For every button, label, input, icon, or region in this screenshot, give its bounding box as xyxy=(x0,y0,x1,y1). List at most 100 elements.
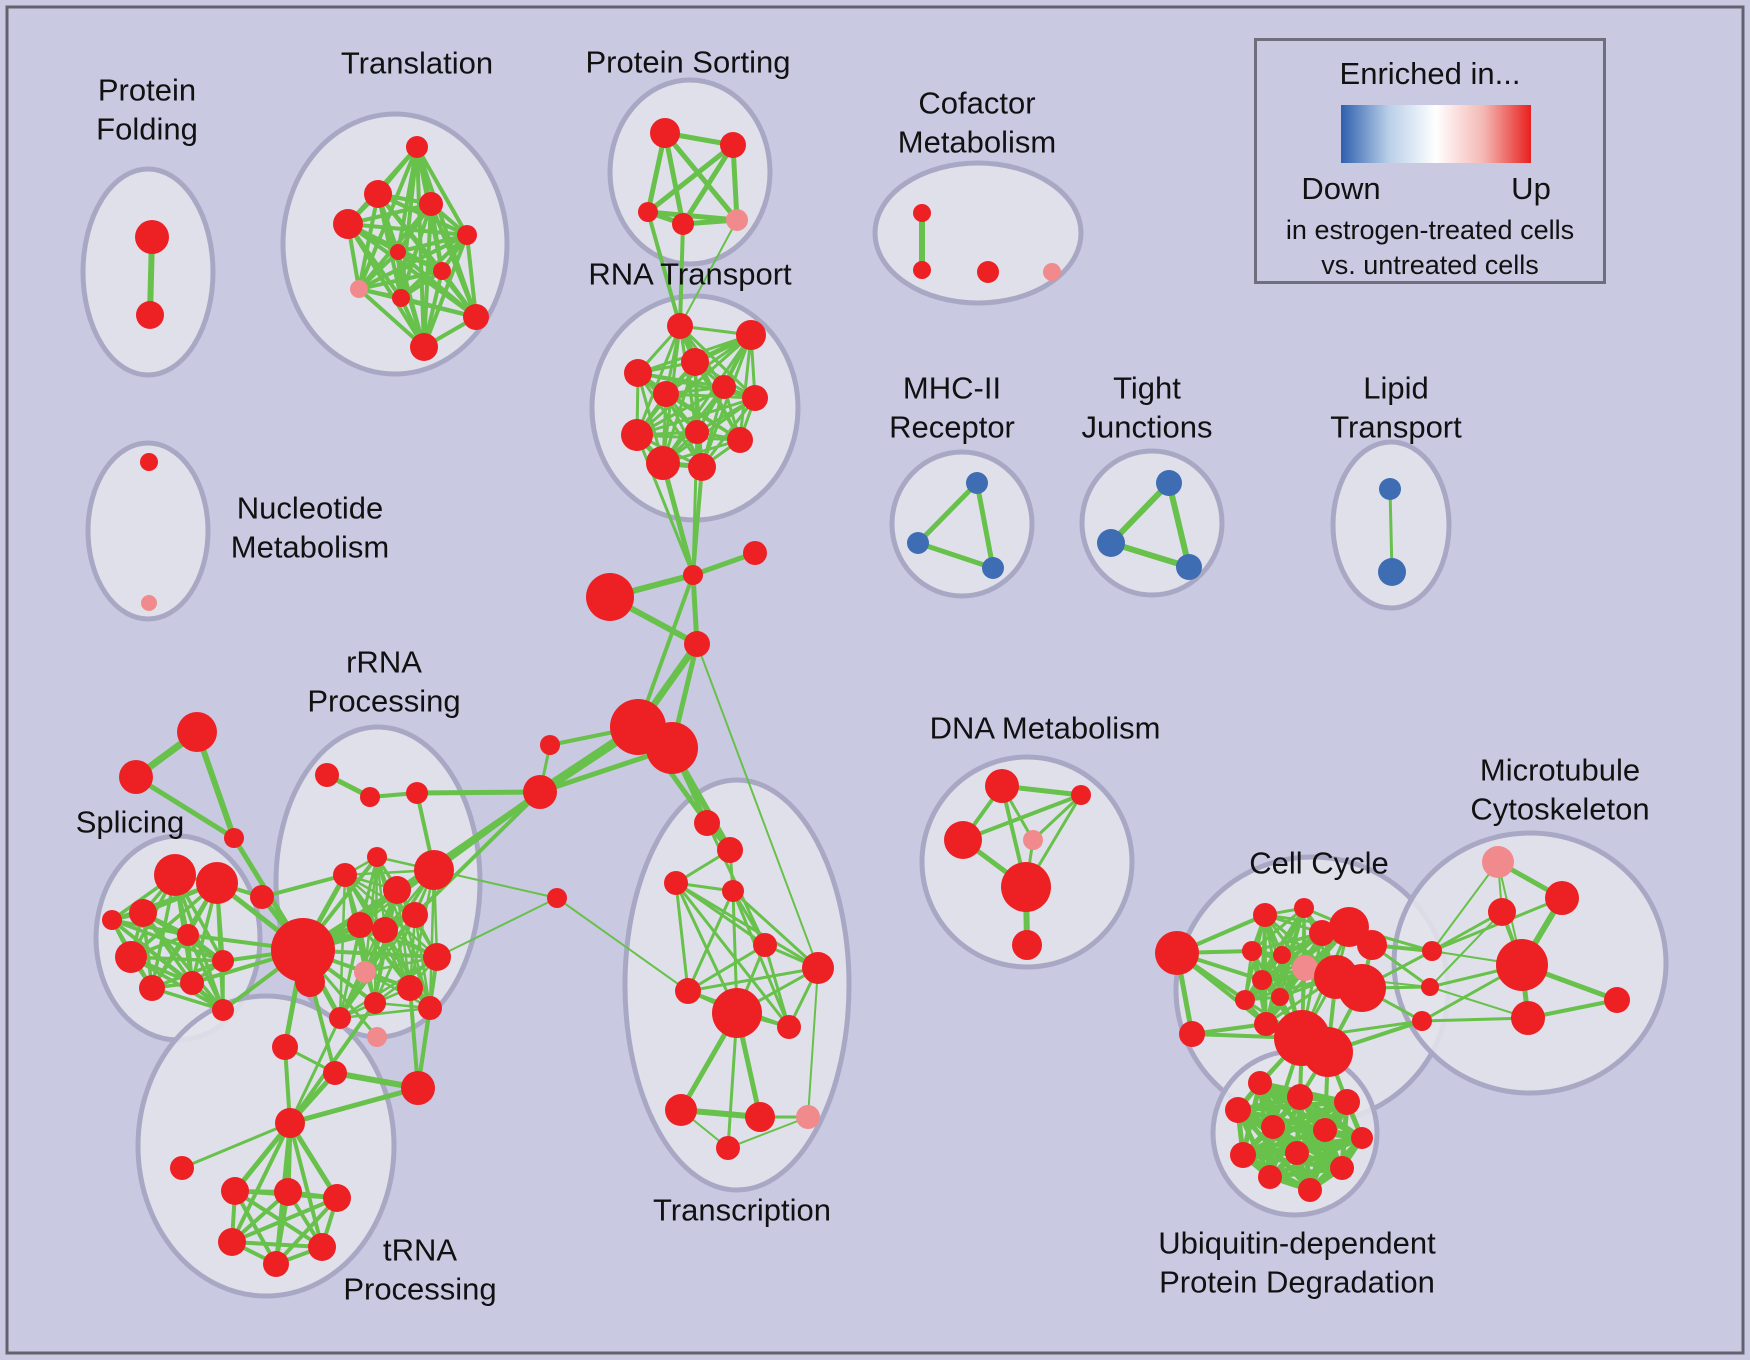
node-t3 xyxy=(419,192,443,216)
node-cf2 xyxy=(913,261,931,279)
edge xyxy=(674,881,791,1029)
label-ubiquitin-degradation: Ubiquitin-dependent xyxy=(1158,1226,1436,1261)
node-sp5 xyxy=(177,924,199,946)
node-t2 xyxy=(364,180,392,208)
node-cc9 xyxy=(1273,946,1291,964)
label-trna-processing: Processing xyxy=(343,1272,496,1307)
node-t5 xyxy=(457,225,477,245)
node-t7 xyxy=(433,262,451,280)
label-dna-metabolism: DNA Metabolism xyxy=(930,711,1161,746)
node-sp2 xyxy=(196,862,238,904)
label-microtubule-cytoskeleton: Cytoskeleton xyxy=(1470,792,1649,827)
node-cc16 xyxy=(1254,1012,1278,1036)
node-rr12 xyxy=(347,912,373,938)
edge xyxy=(700,396,757,469)
node-tx3 xyxy=(664,871,688,895)
edge xyxy=(635,396,757,437)
node-ps5 xyxy=(726,209,748,231)
node-cc7 xyxy=(1357,930,1387,960)
node-rt8 xyxy=(621,419,653,451)
label-layer: Protein Folding Translation Protein Sorting… xyxy=(76,45,1650,1307)
edge xyxy=(338,955,439,1020)
label-nucleotide-metabolism: Metabolism xyxy=(231,530,390,565)
node-rt10 xyxy=(727,427,753,453)
cluster-protein-sorting xyxy=(607,77,773,267)
node-ps4 xyxy=(672,213,694,235)
node-rr10 xyxy=(383,876,411,904)
edge xyxy=(662,130,740,223)
node-tx12 xyxy=(796,1105,820,1129)
edge xyxy=(680,142,736,227)
cluster-nucleotide-metabolism xyxy=(85,440,211,622)
node-m3 xyxy=(982,557,1004,579)
node-d2 xyxy=(1071,785,1091,805)
edge xyxy=(807,967,819,1118)
edge xyxy=(1429,911,1503,988)
node-d3 xyxy=(944,821,982,859)
node-sp3 xyxy=(129,899,157,927)
node-s3 xyxy=(224,828,244,848)
label-cofactor-metabolism: Cofactor xyxy=(918,86,1035,121)
edge xyxy=(674,881,690,993)
node-hub1 xyxy=(271,918,335,982)
node-rr3 xyxy=(406,782,428,804)
node-rr13 xyxy=(372,917,398,943)
edge xyxy=(1429,986,1529,1019)
edge xyxy=(679,219,738,327)
node-tr2 xyxy=(274,1178,302,1206)
edge xyxy=(287,1085,421,1126)
edge xyxy=(686,943,767,993)
node-rr20 xyxy=(367,1027,387,1047)
node-ps3 xyxy=(638,202,658,222)
label-rna-transport: RNA Transport xyxy=(588,257,792,292)
node-mc5 xyxy=(1604,987,1630,1013)
label-microtubule-cytoskeleton: Microtubule xyxy=(1480,753,1640,788)
node-d5 xyxy=(1001,862,1051,912)
edge xyxy=(357,287,426,349)
edge xyxy=(1267,1165,1345,1180)
node-rr19 xyxy=(418,996,442,1020)
node-rr2 xyxy=(360,787,380,807)
edge xyxy=(661,333,753,465)
edge xyxy=(635,385,726,437)
node-m2 xyxy=(907,532,929,554)
label-transcription: Transcription xyxy=(653,1193,831,1228)
node-t10 xyxy=(463,304,489,330)
node-sp4 xyxy=(102,910,122,930)
node-cc18 xyxy=(1303,1027,1353,1077)
edge xyxy=(429,202,478,319)
legend-subtitle-line2: vs. untreated cells xyxy=(1321,250,1539,280)
node-u5 xyxy=(1261,1115,1285,1139)
node-t9 xyxy=(392,289,410,307)
cluster-protein-folding xyxy=(80,166,216,378)
edge xyxy=(636,371,757,400)
node-rr8 xyxy=(367,847,387,867)
edge xyxy=(357,192,380,291)
node-rt6 xyxy=(712,375,736,399)
node-trL xyxy=(170,1156,194,1180)
node-tx11 xyxy=(745,1102,775,1132)
node-t6 xyxy=(390,244,406,260)
edge xyxy=(338,923,362,1020)
edge xyxy=(1431,861,1499,952)
label-lipid-transport: Transport xyxy=(1330,410,1462,445)
edge xyxy=(383,928,432,1010)
label-cofactor-metabolism: Metabolism xyxy=(898,125,1057,160)
node-nm2 xyxy=(141,595,157,611)
node-hub1b xyxy=(295,967,325,997)
edge xyxy=(110,918,225,963)
node-rr23 xyxy=(401,1071,435,1105)
edge xyxy=(416,955,439,1090)
node-tx7 xyxy=(675,978,701,1004)
edge xyxy=(738,333,753,442)
node-rt7 xyxy=(742,385,768,411)
node-tx4 xyxy=(722,880,744,902)
label-trna-processing: tRNA xyxy=(383,1233,457,1268)
node-cc13 xyxy=(1252,970,1272,990)
label-protein-folding: Protein xyxy=(98,73,196,108)
label-tight-junctions: Tight xyxy=(1113,371,1181,406)
node-rt2 xyxy=(736,320,766,350)
node-u7 xyxy=(1351,1127,1373,1149)
node-tr6 xyxy=(263,1251,289,1277)
edge xyxy=(465,233,478,319)
